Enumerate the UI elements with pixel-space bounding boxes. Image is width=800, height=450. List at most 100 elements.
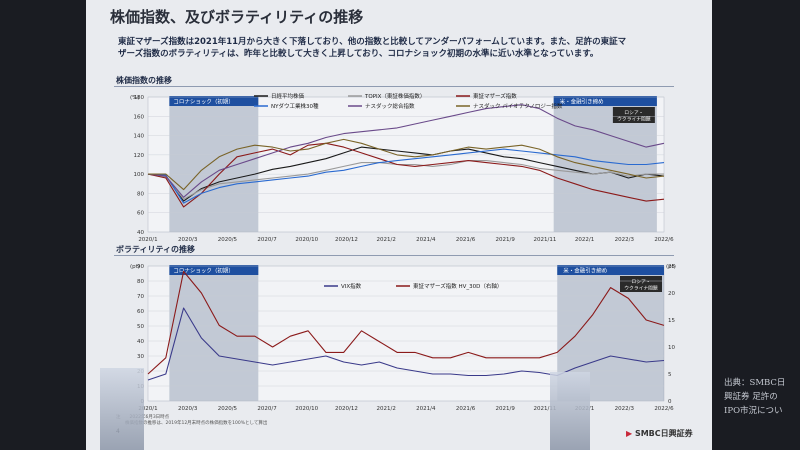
y-tick-label: 120 bbox=[134, 153, 145, 159]
y-tick-label: 70 bbox=[137, 294, 144, 300]
annotation-band-tightening bbox=[553, 96, 657, 106]
annotation-label-ukraine-1: ロシア・ bbox=[631, 279, 650, 285]
y-tick-label: 160 bbox=[134, 114, 145, 120]
x-tick-label: 2021/6 bbox=[456, 237, 476, 243]
legend-label-0: 日経平均株価 bbox=[271, 92, 305, 100]
x-tick-label: 2020/1 bbox=[138, 237, 157, 243]
caption-line-1: 出典：SMBC日 bbox=[724, 378, 786, 388]
legend-label-4: ナスダック総合指数 bbox=[365, 102, 415, 110]
y2-tick-label: 20 bbox=[668, 291, 675, 297]
annotation-label-tightening: 米・金融引き締め bbox=[560, 98, 604, 106]
series-line-5 bbox=[148, 138, 665, 191]
annotation-label-ukraine-1: ロシア・ bbox=[624, 110, 643, 116]
caption-line-3: IPO市況につい bbox=[724, 406, 783, 416]
annotation-label-corona: コロナショック（初期） bbox=[173, 98, 234, 106]
x-tick-label: 2021/11 bbox=[533, 237, 556, 243]
y-tick-label: 180 bbox=[134, 95, 145, 101]
y-tick-label: 80 bbox=[137, 279, 144, 285]
podium-right bbox=[550, 372, 590, 450]
brand-logo: ▶ SMBC日興証券 bbox=[626, 428, 693, 439]
legend-label-1: TOPIX（東証株価指数） bbox=[364, 92, 425, 100]
logo-mark-icon: ▶ bbox=[626, 429, 635, 438]
x-tick-label: 2020/7 bbox=[257, 237, 277, 243]
x-tick-label: 2022/3 bbox=[615, 237, 635, 243]
legend-label-0: VIX指数 bbox=[341, 282, 362, 290]
x-tick-label: 2022/3 bbox=[615, 406, 635, 412]
x-tick-label: 2020/10 bbox=[295, 237, 318, 243]
footnote-line-2: 株価指数の推移は、2019年12月末時点の株価指数を100%として算出 bbox=[116, 421, 268, 426]
legend-label-1: 東証マザーズ指数 HV_30D（右軸） bbox=[413, 282, 502, 290]
series-line-1 bbox=[147, 270, 665, 375]
shaded-period-0 bbox=[169, 97, 259, 232]
section-divider-volatility bbox=[114, 255, 674, 256]
shaded-period-0 bbox=[169, 266, 259, 401]
x-tick-label: 2020/3 bbox=[178, 406, 198, 412]
body-line-2: ザーズ指数のボラティリティは、昨年と比較して大きく上昇しており、コロナショック初… bbox=[118, 49, 599, 59]
legend-label-5: ナスダック バイオテクノロジー指数 bbox=[473, 102, 563, 110]
x-tick-label: 2020/12 bbox=[335, 237, 358, 243]
y2-tick-label: 5 bbox=[668, 372, 672, 378]
section-title-volatility: ボラティリティの推移 bbox=[116, 245, 196, 254]
annotation-band-corona bbox=[169, 96, 259, 106]
body-line-1: 東証マザーズ指数は2021年11月から大きく下落しており、他の指数と比較してアン… bbox=[118, 37, 627, 47]
series-line-2 bbox=[147, 142, 665, 208]
annotation-label-ukraine-2: ウクライナ問題 bbox=[617, 116, 651, 123]
annotation-box-ukraine bbox=[620, 276, 662, 292]
series-line-3 bbox=[147, 148, 665, 204]
y2-tick-label: 25 bbox=[668, 264, 675, 270]
annotation-band-corona bbox=[169, 265, 259, 275]
caption-line-2: 興証券 足許の bbox=[724, 392, 778, 402]
y-tick-label: 30 bbox=[137, 354, 144, 360]
x-tick-label: 2021/4 bbox=[416, 237, 436, 243]
x-tick-label: 2020/5 bbox=[218, 406, 238, 412]
podium-left bbox=[100, 368, 144, 450]
x-tick-label: 2021/9 bbox=[496, 406, 516, 412]
y2-axis-unit: (pt) bbox=[666, 264, 676, 270]
x-tick-label: 2020/5 bbox=[218, 237, 238, 243]
y-tick-label: 60 bbox=[137, 211, 144, 217]
y-tick-label: 80 bbox=[137, 191, 144, 197]
x-tick-label: 2021/2 bbox=[376, 237, 395, 243]
annotation-label-corona: コロナショック（初期） bbox=[173, 267, 234, 275]
x-tick-label: 2021/11 bbox=[533, 406, 556, 412]
legend-label-2: 東証マザーズ指数 bbox=[473, 92, 517, 100]
series-line-4 bbox=[147, 104, 665, 198]
y2-tick-label: 0 bbox=[668, 399, 672, 405]
x-tick-label: 2020/10 bbox=[295, 406, 318, 412]
x-tick-label: 2020/12 bbox=[335, 406, 358, 412]
section-divider-stock bbox=[114, 86, 674, 87]
y-axis-unit: (%) bbox=[130, 95, 140, 101]
section-title-stock: 株価指数の推移 bbox=[116, 76, 172, 85]
slide: 株価指数、及びボラティリティの推移 東証マザーズ指数は2021年11月から大きく… bbox=[86, 0, 712, 450]
annotation-box-ukraine bbox=[612, 107, 655, 123]
y-tick-label: 100 bbox=[134, 172, 145, 178]
y-tick-label: 90 bbox=[137, 264, 144, 270]
x-tick-label: 2022/1 bbox=[575, 237, 594, 243]
y-tick-label: 40 bbox=[137, 230, 144, 236]
x-tick-label: 2021/2 bbox=[376, 406, 395, 412]
y-axis-unit: (pt) bbox=[130, 264, 140, 270]
slide-title: 株価指数、及びボラティリティの推移 bbox=[110, 8, 364, 26]
x-tick-label: 2022/6 bbox=[654, 406, 674, 412]
x-tick-label: 2021/4 bbox=[416, 406, 436, 412]
x-tick-label: 2020/1 bbox=[138, 406, 157, 412]
y2-tick-label: 15 bbox=[668, 318, 675, 324]
logo-text: SMBC日興証券 bbox=[634, 429, 693, 438]
y-tick-label: 140 bbox=[134, 134, 145, 140]
series-line-0 bbox=[147, 307, 665, 381]
x-tick-label: 2022/6 bbox=[654, 237, 674, 243]
x-tick-label: 2021/6 bbox=[456, 406, 476, 412]
series-line-0 bbox=[147, 146, 665, 202]
x-tick-label: 2021/9 bbox=[496, 237, 516, 243]
y-tick-label: 40 bbox=[137, 339, 144, 345]
y-tick-label: 50 bbox=[137, 324, 144, 330]
x-tick-label: 2020/7 bbox=[257, 406, 277, 412]
y-tick-label: 60 bbox=[137, 309, 144, 315]
legend-label-3: NYダウ工業株30種 bbox=[271, 102, 319, 110]
annotation-label-ukraine-2: ウクライナ問題 bbox=[624, 285, 658, 292]
slide-body: 東証マザーズ指数は2021年11月から大きく下落しており、他の指数と比較してアン… bbox=[118, 36, 698, 60]
y2-tick-label: 10 bbox=[668, 345, 675, 351]
annotation-label-tightening: 米・金融引き締め bbox=[563, 267, 607, 275]
